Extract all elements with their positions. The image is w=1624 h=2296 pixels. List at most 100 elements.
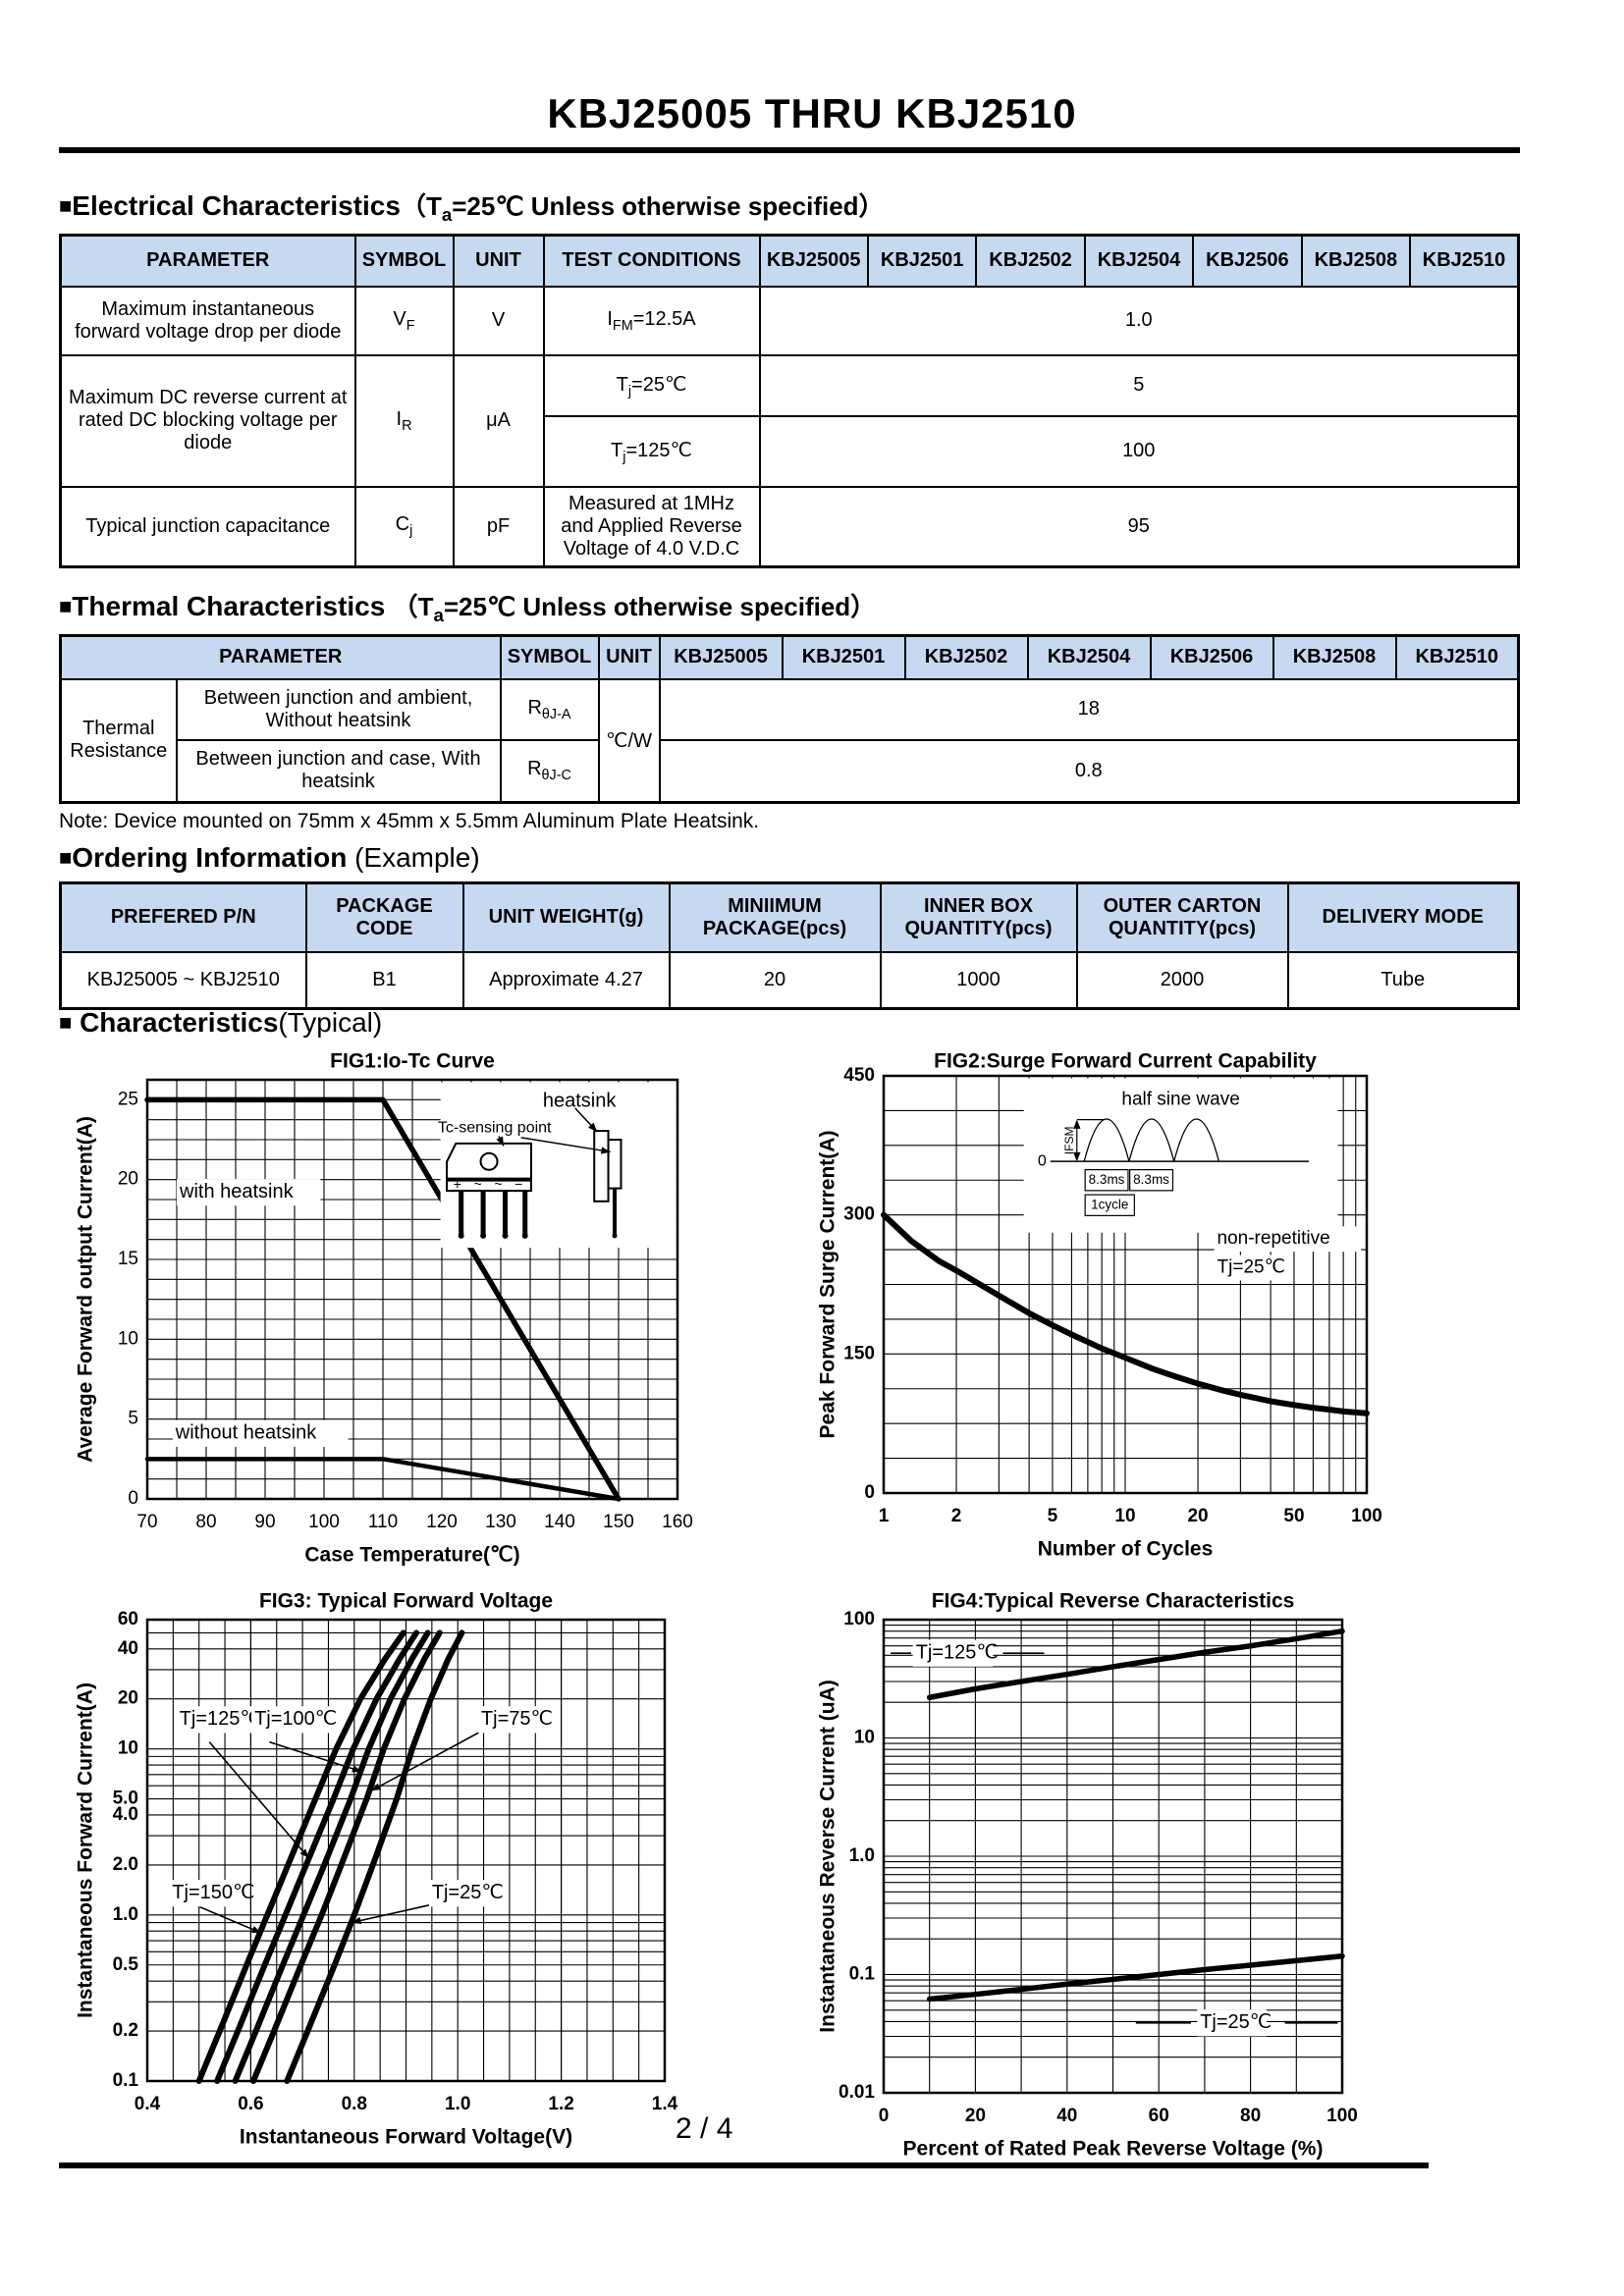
cell-cond: Tj=25℃ <box>542 353 761 417</box>
svg-text:8.3ms: 8.3ms <box>1133 1172 1169 1187</box>
svg-text:50: 50 <box>1283 1506 1304 1526</box>
svg-text:+: + <box>454 1176 461 1192</box>
svg-text:1.2: 1.2 <box>548 2094 573 2114</box>
electrical-table: PARAMETER SYMBOL UNIT TEST CONDITIONS KB… <box>59 234 1520 569</box>
svg-text:Number of Cycles: Number of Cycles <box>1038 1538 1214 1561</box>
table-row-ordering: KBJ25005 ~ KBJ2510 B1 Approximate 4.27 2… <box>59 950 1520 1010</box>
svg-text:140: 140 <box>544 1512 575 1532</box>
cell-cond: Tj=125℃ <box>542 414 761 488</box>
title-rule <box>59 147 1520 153</box>
cell-inner: 1000 <box>879 950 1078 1010</box>
svg-text:80: 80 <box>1240 2106 1261 2126</box>
cell-value: 100 <box>758 414 1520 488</box>
table-header-row: PARAMETER SYMBOL UNIT TEST CONDITIONS KB… <box>59 234 1520 288</box>
cell-weight: Approximate 4.27 <box>461 950 671 1010</box>
svg-text:40: 40 <box>1056 2106 1077 2126</box>
svg-text:0: 0 <box>1038 1152 1047 1169</box>
col-model: KBJ2508 <box>1300 234 1412 288</box>
svg-text:110: 110 <box>368 1512 398 1532</box>
table-row-rjc: Between junction and case, With heatsink… <box>61 738 1520 804</box>
svg-text:0: 0 <box>864 1482 875 1503</box>
fig3-forward-voltage-chart: 0.4 0.6 0.8 1.0 1.2 1.4 0.1 0.2 0.5 1.0 2.0 4.0 5.0 1… <box>59 1586 789 2180</box>
col-parameter: PARAMETER <box>59 234 356 288</box>
svg-text:Tj=100℃: Tj=100℃ <box>254 1708 337 1730</box>
svg-text:1.4: 1.4 <box>652 2094 678 2114</box>
svg-text:80: 80 <box>195 1512 216 1532</box>
svg-text:0: 0 <box>879 2106 890 2126</box>
col-symbol: SYMBOL <box>499 634 600 680</box>
cell-value: 1.0 <box>758 285 1520 356</box>
col-inner-box: INNER BOX QUANTITY(pcs) <box>879 881 1078 953</box>
col-model: KBJ2508 <box>1272 634 1397 680</box>
col-parameter: PARAMETER <box>59 634 502 680</box>
cell-cond: Measured at 1MHz and Applied Reverse Vol… <box>542 485 761 568</box>
fig1-io-tc-chart: + ~ ~ − heatsink Tc-sensing point 70 80 90 100 110… <box>59 1046 789 1587</box>
svg-text:70: 70 <box>136 1512 157 1532</box>
ordering-heading: ■Ordering Information (Example) <box>59 842 480 873</box>
cell-value: 0.8 <box>658 738 1520 804</box>
col-model: KBJ2504 <box>1083 234 1195 288</box>
page-title: KBJ25005 THRU KBJ2510 <box>547 90 1077 136</box>
svg-text:150: 150 <box>843 1343 875 1363</box>
svg-text:20: 20 <box>965 2106 986 2126</box>
characteristics-heading: ■ Characteristics(Typical) <box>59 1007 383 1038</box>
cell-unit: V <box>452 285 545 356</box>
col-model: KBJ25005 <box>658 634 784 680</box>
svg-text:Instantaneous Forward Current(: Instantaneous Forward Current(A) <box>75 1682 97 2018</box>
col-model: KBJ2510 <box>1394 634 1520 680</box>
col-test-conditions: TEST CONDITIONS <box>542 234 761 288</box>
svg-text:−: − <box>514 1176 522 1192</box>
svg-text:10: 10 <box>118 1328 138 1349</box>
table-header-row: PARAMETER SYMBOL UNIT KBJ25005 KBJ2501 K… <box>59 634 1520 680</box>
col-model: KBJ2506 <box>1192 234 1303 288</box>
svg-text:1: 1 <box>879 1506 890 1526</box>
svg-text:1.0: 1.0 <box>445 2094 470 2114</box>
cell-param: Typical junction capacitance <box>59 485 356 568</box>
cell-unit: μA <box>452 353 545 488</box>
page-number: 2 / 4 <box>676 2112 733 2145</box>
svg-text:2: 2 <box>951 1506 962 1526</box>
svg-text:Tj=25℃: Tj=25℃ <box>1218 1257 1285 1278</box>
svg-text:0.6: 0.6 <box>238 2094 263 2114</box>
col-unit: UNIT <box>452 234 545 288</box>
svg-text:Case Temperature(℃): Case Temperature(℃) <box>304 1544 519 1567</box>
svg-text:Average Forward output Current: Average Forward output Current(A) <box>75 1116 97 1463</box>
svg-text:Tj=75℃: Tj=75℃ <box>481 1708 553 1730</box>
table-row-vf: Maximum instantaneous forward voltage dr… <box>59 285 1520 356</box>
svg-text:Instantaneous Forward Voltage(: Instantaneous Forward Voltage(V) <box>240 2126 572 2149</box>
svg-text:IFSM: IFSM <box>1062 1127 1076 1155</box>
cell-value: 18 <box>658 677 1520 741</box>
col-model: KBJ2506 <box>1149 634 1274 680</box>
svg-text:20: 20 <box>118 1169 138 1190</box>
col-symbol: SYMBOL <box>353 234 455 288</box>
square-bullet-icon: ■ <box>59 1010 73 1035</box>
cell-min-pkg: 20 <box>668 950 882 1010</box>
thermal-note: Note: Device mounted on 75mm x 45mm x 5.… <box>59 810 760 833</box>
col-model: KBJ25005 <box>758 234 869 288</box>
cell-outer: 2000 <box>1075 950 1289 1010</box>
cell-symbol: Cj <box>353 485 455 568</box>
section-ordering: ■Ordering Information (Example) PREFERED… <box>59 842 1520 1010</box>
col-unit-weight: UNIT WEIGHT(g) <box>461 881 671 953</box>
cell-symbol: IR <box>353 353 455 488</box>
svg-text:100: 100 <box>1326 2106 1358 2126</box>
svg-text:20: 20 <box>118 1688 138 1709</box>
thermal-heading: ■Thermal Characteristics （Ta=25℃ Unless … <box>59 591 877 626</box>
square-bullet-icon: ■ <box>59 594 73 618</box>
col-outer-carton: OUTER CARTON QUANTITY(pcs) <box>1075 881 1289 953</box>
svg-text:0.01: 0.01 <box>839 2082 875 2103</box>
section-thermal: ■Thermal Characteristics （Ta=25℃ Unless … <box>59 587 1520 833</box>
electrical-heading: ■Electrical Characteristics（Ta=25℃ Unles… <box>59 190 885 226</box>
svg-text:25: 25 <box>118 1089 138 1109</box>
svg-text:non-repetitive: non-repetitive <box>1218 1228 1330 1249</box>
svg-text:Percent of Rated Peak Reverse: Percent of Rated Peak Reverse Voltage (%… <box>903 2138 1324 2161</box>
table-row-ir-a: Maximum DC reverse current at rated DC b… <box>59 353 1520 488</box>
col-unit: UNIT <box>597 634 661 680</box>
svg-text:Tj=25℃: Tj=25℃ <box>1200 2011 1272 2033</box>
col-prefered-pn: PREFERED P/N <box>59 881 307 953</box>
square-bullet-icon: ■ <box>59 845 73 870</box>
svg-text:half sine wave: half sine wave <box>1121 1090 1239 1110</box>
svg-text:20: 20 <box>1187 1506 1208 1526</box>
svg-text:Tj=125℃: Tj=125℃ <box>916 1642 999 1664</box>
